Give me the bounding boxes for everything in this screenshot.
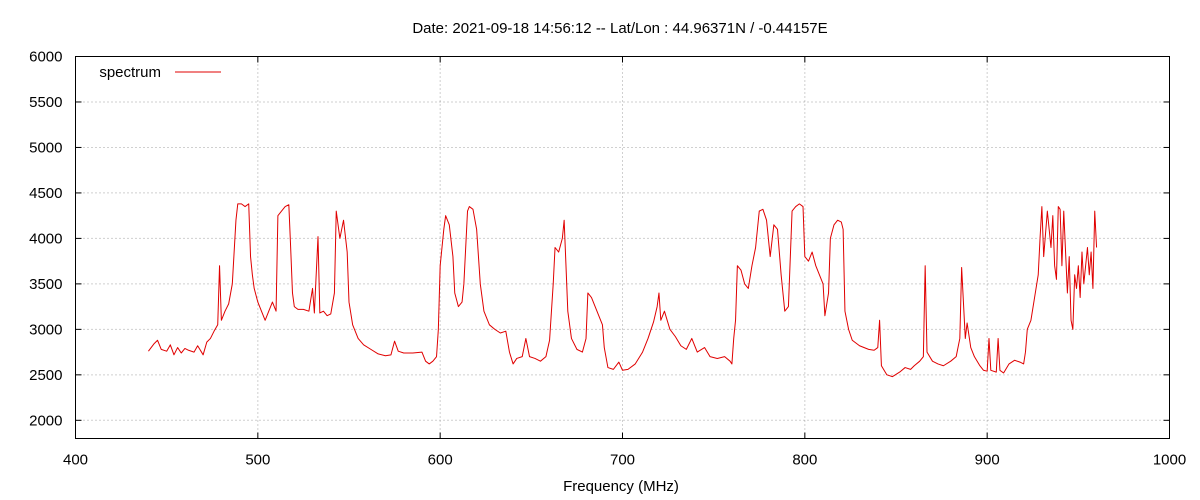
y-tick-label: 4000 [29, 230, 62, 247]
x-tick-label: 400 [63, 452, 88, 469]
plot-frame [75, 56, 1170, 439]
y-tick-label: 5500 [29, 94, 62, 111]
series-layer [148, 203, 1098, 378]
series-line-spectrum [148, 203, 1098, 378]
x-tick-label: 600 [428, 452, 453, 469]
legend: spectrum [99, 64, 221, 81]
axis-ticks: 400 500 600 700 800 900 1000 2000 2500 3000 3500 40… [29, 49, 1186, 469]
y-tick-label: 6000 [29, 49, 62, 66]
y-tick-label: 5000 [29, 139, 62, 156]
y-tick-label: 3500 [29, 276, 62, 293]
y-tick-label: 2500 [29, 367, 62, 384]
chart-title: Date: 2021-09-18 14:56:12 -- Lat/Lon : 4… [412, 20, 827, 37]
legend-label-spectrum: spectrum [99, 64, 161, 81]
x-axis-title: Frequency (MHz) [563, 478, 679, 495]
y-tick-label: 2000 [29, 412, 62, 429]
x-tick-label: 500 [245, 452, 270, 469]
x-tick-label: 800 [792, 452, 817, 469]
x-tick-label: 900 [975, 452, 1000, 469]
y-tick-label: 3000 [29, 321, 62, 338]
x-tick-label: 1000 [1153, 452, 1186, 469]
y-tick-label: 4500 [29, 185, 62, 202]
x-tick-label: 700 [610, 452, 635, 469]
grid-lines [75, 56, 1170, 439]
